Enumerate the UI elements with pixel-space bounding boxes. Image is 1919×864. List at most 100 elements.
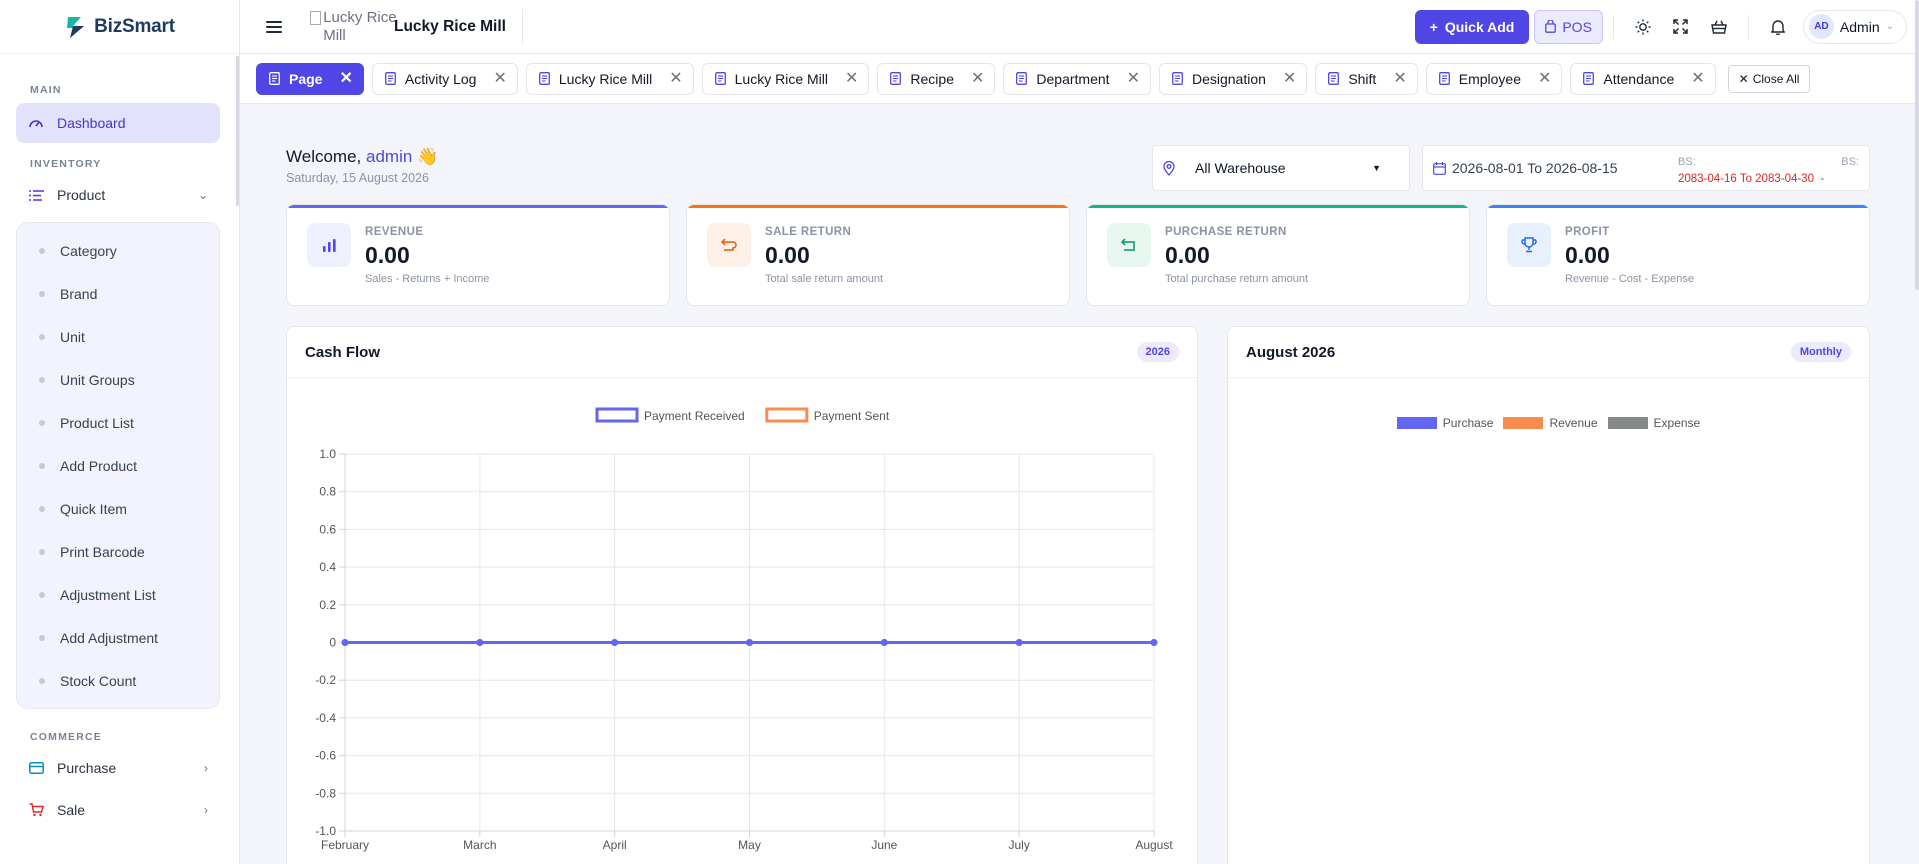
close-tab-icon[interactable]: ✕ xyxy=(1538,69,1552,87)
y-tick-label: -0.6 xyxy=(315,749,336,763)
theme-toggle-sun-icon[interactable] xyxy=(1626,10,1660,44)
submenu-label: Category xyxy=(60,242,117,259)
notification-bell-icon[interactable] xyxy=(1761,10,1795,44)
tab-designation[interactable]: Designation ✕ xyxy=(1158,62,1308,95)
period-badge[interactable]: Monthly xyxy=(1790,342,1851,362)
submenu-item-unit-groups[interactable]: Unit Groups xyxy=(17,358,219,401)
submenu-item-brand[interactable]: Brand xyxy=(17,272,219,315)
sidebar-item-label: Sale xyxy=(57,802,86,818)
submenu-item-adjustment-list[interactable]: Adjustment List xyxy=(17,573,219,616)
tab-label: Employee xyxy=(1458,70,1521,87)
submenu-item-print-barcode[interactable]: Print Barcode xyxy=(17,530,219,573)
menu-toggle-icon[interactable] xyxy=(266,20,282,33)
legend-swatch xyxy=(595,407,639,423)
legend-swatch xyxy=(1607,417,1648,429)
tab-department[interactable]: Department ✕ xyxy=(1003,62,1151,95)
stat-value: 0.00 xyxy=(1165,242,1210,268)
section-main: MAIN xyxy=(30,84,62,96)
bs-dash: - xyxy=(1820,173,1825,185)
stat-card-revenue: REVENUE 0.00 Sales - Returns + Income xyxy=(286,204,670,306)
tab-attendance[interactable]: Attendance ✕ xyxy=(1570,62,1716,95)
warehouse-select[interactable]: All Warehouse ▼ xyxy=(1152,145,1410,191)
brand-name: BizSmart xyxy=(94,15,175,37)
bullet-icon xyxy=(39,247,45,254)
x-tick-label: February xyxy=(321,838,369,852)
basket-icon[interactable] xyxy=(1702,10,1736,44)
legend-item-revenue[interactable]: Revenue xyxy=(1503,416,1598,430)
close-tab-icon[interactable]: ✕ xyxy=(971,69,985,87)
y-tick-label: 0.8 xyxy=(319,485,336,499)
close-all-tabs-button[interactable]: ✕ Close All xyxy=(1727,64,1811,93)
product-submenu: Category Brand Unit Unit Groups Product … xyxy=(16,222,220,709)
cart-icon xyxy=(28,802,44,818)
bullet-icon xyxy=(39,677,45,684)
close-tab-icon[interactable]: ✕ xyxy=(845,69,859,87)
close-tab-icon[interactable]: ✕ xyxy=(339,69,353,87)
sidebar-item-product[interactable]: Product ⌄ xyxy=(16,175,220,215)
legend-item-purchase[interactable]: Purchase xyxy=(1396,416,1493,430)
close-tab-icon[interactable]: ✕ xyxy=(493,69,507,87)
company-logo-alt-text: Lucky Rice Mill xyxy=(323,8,397,44)
y-tick-label: 0 xyxy=(329,636,336,650)
stat-card-purchase-return: PURCHASE RETURN 0.00 Total purchase retu… xyxy=(1086,204,1470,306)
user-menu[interactable]: AD Admin ⌄ xyxy=(1802,9,1907,44)
quick-add-button[interactable]: + Quick Add xyxy=(1414,9,1530,44)
sidebar-item-sale[interactable]: Sale › xyxy=(16,790,220,830)
tab-shift[interactable]: Shift ✕ xyxy=(1315,62,1418,95)
date-range-value: 2026-08-01 To 2026-08-15 xyxy=(1452,160,1618,176)
close-tab-icon[interactable]: ✕ xyxy=(1282,69,1297,87)
chevron-down-icon: ⌄ xyxy=(1885,21,1894,32)
stat-subtext: Revenue - Cost - Expense xyxy=(1565,273,1695,285)
close-tab-icon[interactable]: ✕ xyxy=(669,69,683,87)
submenu-item-add-product[interactable]: Add Product xyxy=(17,444,219,487)
submenu-item-add-adjustment[interactable]: Add Adjustment xyxy=(17,616,219,659)
submenu-item-unit[interactable]: Unit xyxy=(17,315,219,358)
x-tick-label: June xyxy=(871,838,897,852)
submenu-item-stock-count[interactable]: Stock Count xyxy=(17,659,219,702)
bs-label-secondary: BS: xyxy=(1841,156,1859,168)
sidebar-item-purchase[interactable]: Purchase › xyxy=(16,748,220,788)
sidebar-item-dashboard[interactable]: Dashboard xyxy=(16,103,220,143)
stat-card-accent xyxy=(687,205,1069,208)
submenu-item-category[interactable]: Category xyxy=(17,229,219,272)
date-range-picker[interactable]: 2026-08-01 To 2026-08-15 BS: BS: 2083-04… xyxy=(1422,145,1870,191)
stat-value: 0.00 xyxy=(1565,242,1610,268)
sidebar-scrollbar[interactable] xyxy=(236,56,239,206)
calendar-icon xyxy=(1433,161,1446,175)
cash-flow-line-chart: 1.0 0.8 0.6 0.4 0.2 0 -0.2 -0.4 -0.6 -0.8 -1.0Febr… xyxy=(315,407,1173,852)
document-icon xyxy=(1172,72,1183,85)
stat-card-profit: PROFIT 0.00 Revenue - Cost - Expense xyxy=(1486,204,1870,306)
tab-label: Shift xyxy=(1348,70,1377,87)
legend-item-expense[interactable]: Expense xyxy=(1607,416,1700,430)
tab-lucky-rice-mill[interactable]: Lucky Rice Mill ✕ xyxy=(525,62,694,95)
submenu-item-quick-item[interactable]: Quick Item xyxy=(17,487,219,530)
tab-activity-log[interactable]: Activity Log ✕ xyxy=(371,62,518,95)
tab-label: Activity Log xyxy=(404,70,477,87)
submenu-item-product-list[interactable]: Product List xyxy=(17,401,219,444)
submenu-label: Unit xyxy=(60,328,85,345)
submenu-label: Adjustment List xyxy=(60,586,156,603)
legend-label: Revenue xyxy=(1549,416,1598,430)
page-scrollbar[interactable] xyxy=(1915,0,1919,290)
submenu-label: Print Barcode xyxy=(60,543,145,560)
data-point xyxy=(476,639,484,646)
x-tick-label: July xyxy=(1008,838,1029,852)
bizsmart-logo-icon xyxy=(67,16,85,38)
brand-logo[interactable]: BizSmart xyxy=(0,0,239,54)
tab-lucky-rice-mill[interactable]: Lucky Rice Mill ✕ xyxy=(701,62,870,95)
close-tab-icon[interactable]: ✕ xyxy=(1126,69,1140,87)
close-tab-icon[interactable]: ✕ xyxy=(1691,69,1705,87)
document-icon xyxy=(269,72,280,85)
fullscreen-icon[interactable] xyxy=(1664,10,1698,44)
year-badge[interactable]: 2026 xyxy=(1136,342,1179,362)
close-tab-icon[interactable]: ✕ xyxy=(1393,69,1407,87)
stat-subtext: Total sale return amount xyxy=(765,273,884,285)
tab-recipe[interactable]: Recipe ✕ xyxy=(877,62,996,95)
bs-date-range: 2083-04-16 To 2083-04-30 - xyxy=(1678,173,1824,185)
data-point xyxy=(880,639,888,646)
stat-value: 0.00 xyxy=(765,242,810,268)
topbar: Lucky Rice Mill Lucky Rice Mill + Quick … xyxy=(240,0,1919,54)
tab-employee[interactable]: Employee ✕ xyxy=(1425,62,1563,95)
pos-button[interactable]: POS xyxy=(1534,9,1603,44)
tab-page[interactable]: Page ✕ xyxy=(256,62,364,95)
